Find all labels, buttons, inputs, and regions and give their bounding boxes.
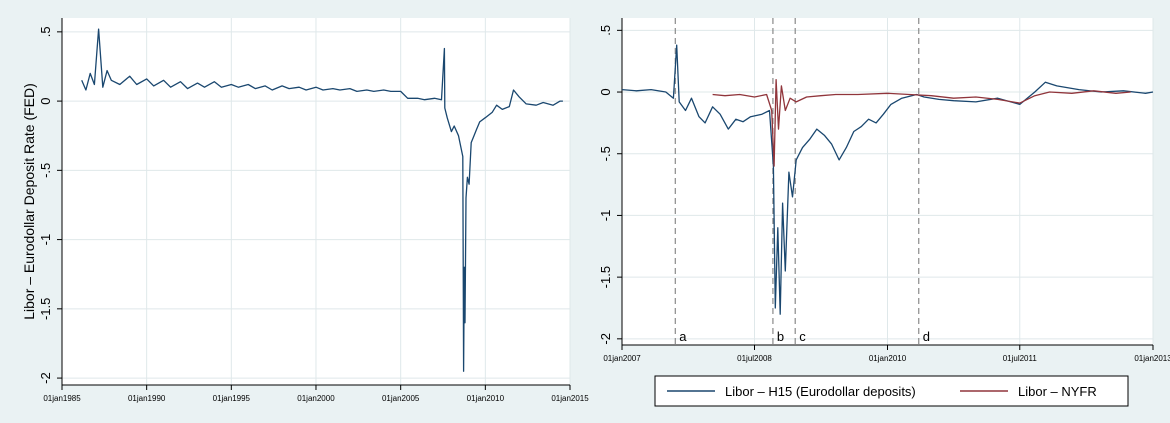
series-left bbox=[81, 28, 563, 372]
x-tick-label: 01jan2013 bbox=[1134, 354, 1170, 363]
grid-right bbox=[621, 18, 1154, 345]
y-tick-label: 0 bbox=[598, 88, 613, 95]
y-tick-label: -1.5 bbox=[598, 266, 613, 288]
y-tick-label: .5 bbox=[598, 25, 613, 36]
x-tick-label: 01jan2010 bbox=[869, 354, 907, 363]
x-tick-label: 01jan2000 bbox=[297, 394, 335, 403]
y-tick-label: 0 bbox=[38, 97, 53, 104]
y-tick-label: -1 bbox=[598, 210, 613, 222]
event-label: d bbox=[923, 329, 930, 344]
axes-left: .5 0 -.5 -1 -1.5 -2 01jan1985 01jan1990 01jan199… bbox=[38, 18, 589, 403]
y-tick-label: -.5 bbox=[38, 163, 53, 178]
chart-left: .5 0 -.5 -1 -1.5 -2 01jan1985 01jan1990 01jan199… bbox=[21, 18, 589, 403]
series-line-0 bbox=[621, 44, 1154, 315]
y-tick-label: .5 bbox=[38, 26, 53, 37]
event-label: c bbox=[799, 329, 806, 344]
event-label: a bbox=[679, 329, 687, 344]
y-tick-label: -.5 bbox=[598, 146, 613, 161]
x-tick-label: 01jul2008 bbox=[737, 354, 772, 363]
event-label: b bbox=[777, 329, 784, 344]
series-line-1 bbox=[712, 79, 1131, 167]
axes-right: .5 0 -.5 -1 -1.5 -2 01jan2007 01jul2008 01jan201… bbox=[598, 18, 1170, 363]
x-tick-label: 01jan2007 bbox=[603, 354, 641, 363]
series-line-0 bbox=[81, 28, 563, 372]
x-tick-label: 01jan1995 bbox=[213, 394, 251, 403]
x-tick-label: 01jan2010 bbox=[467, 394, 505, 403]
x-tick-label: 01jul2011 bbox=[1003, 354, 1038, 363]
legend-label-nyfr: Libor – NYFR bbox=[1018, 384, 1097, 399]
y-tick-label: -2 bbox=[38, 372, 53, 384]
legend: Libor – H15 (Eurodollar deposits) Libor … bbox=[654, 375, 1129, 407]
x-tick-label: 01jan2015 bbox=[551, 394, 589, 403]
x-tick-label: 01jan2005 bbox=[382, 394, 420, 403]
legend-label-h15: Libor – H15 (Eurodollar deposits) bbox=[725, 384, 916, 399]
x-tick-label: 01jan1990 bbox=[128, 394, 166, 403]
series-right bbox=[621, 44, 1154, 315]
y-axis-label-left: Libor – Eurodollar Deposit Rate (FED) bbox=[21, 83, 37, 320]
y-tick-label: -1.5 bbox=[38, 298, 53, 320]
x-tick-label: 01jan1985 bbox=[43, 394, 81, 403]
y-tick-label: -2 bbox=[598, 333, 613, 345]
legend-box bbox=[654, 375, 1129, 407]
y-tick-label: -1 bbox=[38, 234, 53, 246]
